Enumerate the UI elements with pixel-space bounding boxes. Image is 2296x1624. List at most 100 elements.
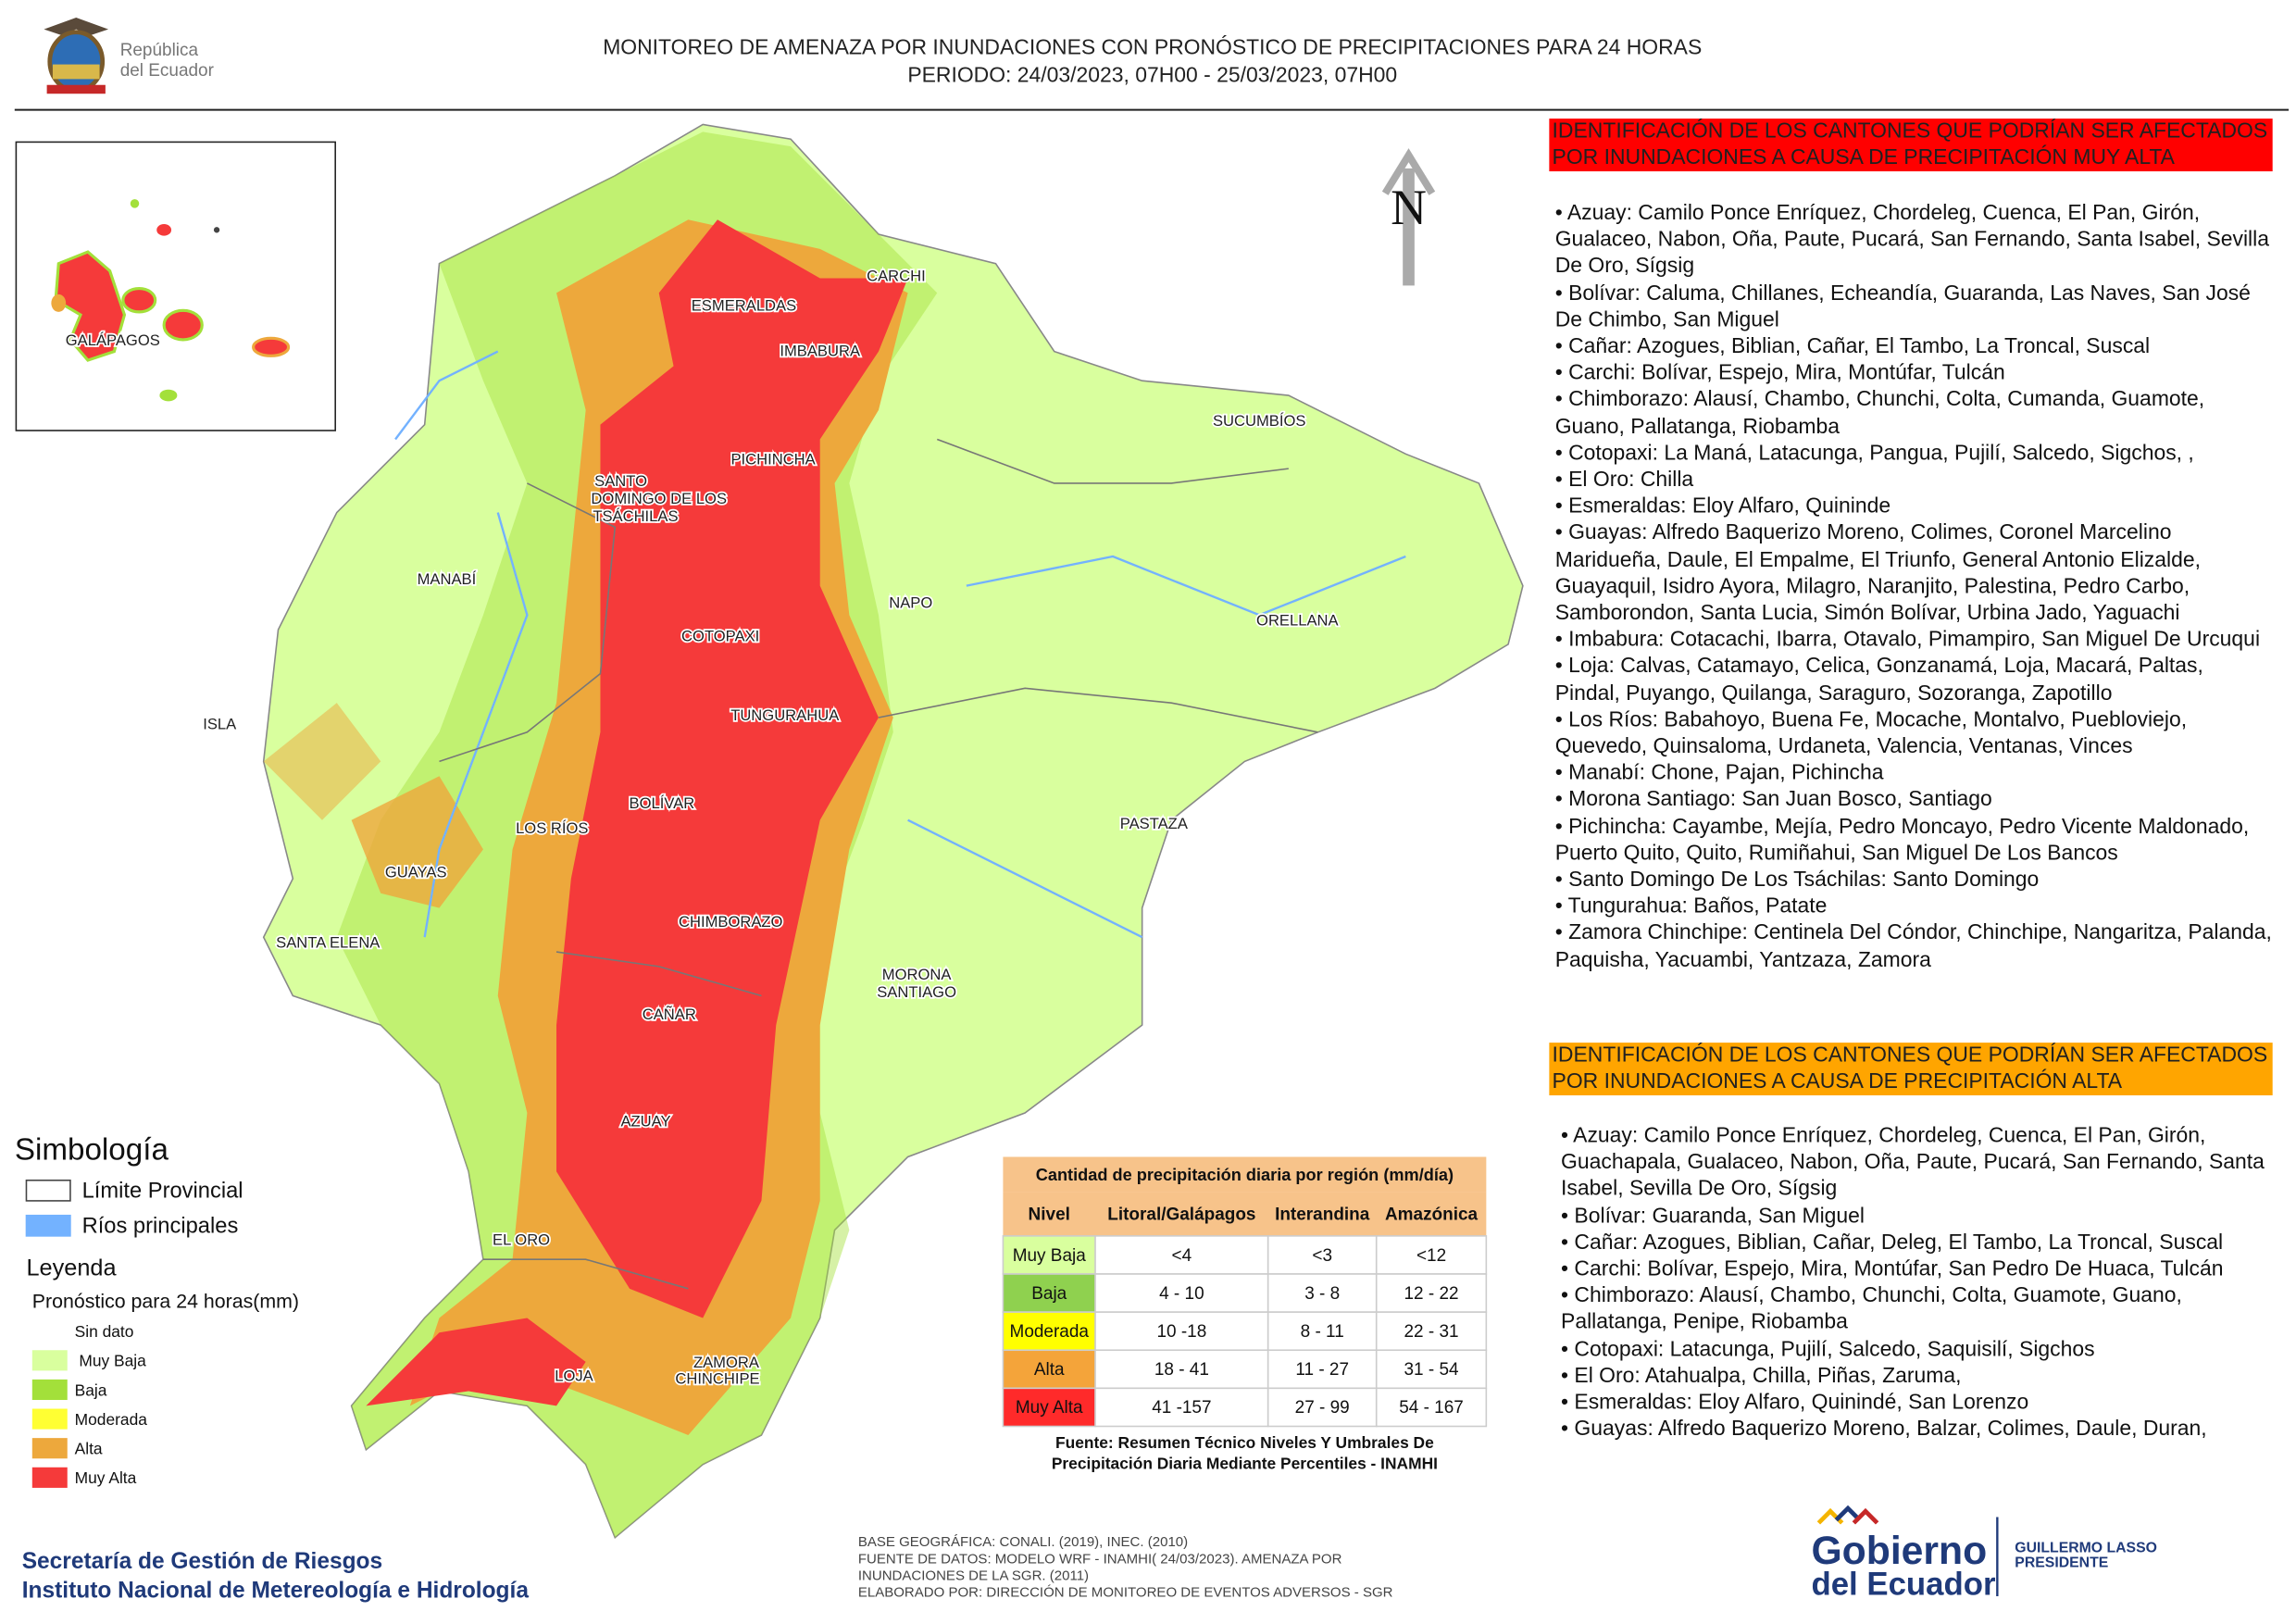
legend-class-label: Alta [75, 1440, 103, 1458]
province-label: SANTO [594, 472, 647, 490]
panel-item: • Chimborazo: Alausí, Chambo, Chunchi, C… [1561, 1284, 2182, 1335]
coat-of-arms [44, 17, 109, 94]
gov-logo [1816, 1505, 1999, 1596]
map-labels: CARCHI ESMERALDAS IMBABURA SUCUMBÍOS PICHINC… [64, 266, 1341, 1389]
footer-note: FUENTE DE DATOS: MODELO WRF - INAMHI( 24… [858, 1551, 1342, 1567]
table-cell-text: 11 - 27 [1295, 1360, 1349, 1380]
province-label: LOJA [555, 1367, 593, 1384]
precip-table: Cantidad de precipitación diaria por reg… [1002, 1156, 1488, 1428]
footer-notes: BASE GEOGRÁFICA: CONALI. (2019), INEC. (… [858, 1534, 1393, 1601]
panel-item: • Zamora Chinchipe: Centinela Del Cóndor… [1554, 921, 2272, 972]
table-cell-text: 41 -157 [1152, 1398, 1211, 1418]
president-text: PRESIDENTE [2015, 1555, 2108, 1570]
galapagos-islands [51, 199, 291, 402]
table-header: Nivel [1029, 1205, 1070, 1224]
legend-swatch [31, 1467, 68, 1488]
panel-item: • Chimborazo: Alausí, Chambo, Chunchi, C… [1554, 388, 2205, 439]
gov-logo-text: del Ecuador [1811, 1567, 1996, 1602]
panel-item: • Carchi: Bolívar, Espejo, Mira, Montúfa… [1561, 1257, 2224, 1281]
table-cell-text: Moderada [1010, 1322, 1090, 1342]
province-label: SUCUMBÍOS [1213, 412, 1306, 430]
table-cell-text: 18 - 41 [1154, 1360, 1209, 1380]
province-label: DOMINGO DE LOS [591, 490, 727, 507]
org-name: Secretaría de Gestión de Riesgos [22, 1549, 382, 1574]
province-label: CHINCHIPE [675, 1370, 759, 1388]
province-label: EL ORO [493, 1230, 550, 1248]
table-cell [1094, 1273, 1269, 1313]
table-header-bg [1003, 1192, 1487, 1236]
table-header: Litoral/Galápagos [1107, 1205, 1255, 1224]
table-cell-text: 31 - 54 [1404, 1360, 1459, 1380]
panel-item: • Morona Santiago: San Juan Bosco, Santi… [1554, 788, 1992, 812]
province-label: LOS RÍOS [516, 819, 588, 837]
table-cell [1267, 1235, 1378, 1275]
province-label: COTOPAXI [681, 628, 759, 645]
north-arrow [1381, 148, 1436, 286]
panel-item: • Guayas: Alfredo Baquerizo Moreno, Coli… [1554, 521, 2201, 626]
table-level-cell [1002, 1235, 1096, 1275]
province-label: BOLÍVAR [630, 794, 695, 812]
legend-class-label: Baja [75, 1380, 107, 1399]
legend-forecast: Pronóstico para 24 horas(mm) [32, 1290, 299, 1312]
panel-heading: IDENTIFICACIÓN DE LOS CANTONES QUE PODRÍ… [1549, 1043, 2273, 1096]
table-cell [1094, 1311, 1269, 1352]
table-header: Interandina [1275, 1205, 1370, 1224]
table-cell-text: 3 - 8 [1304, 1284, 1340, 1304]
panel-item: • Manabí: Chone, Pajan, Pichincha [1554, 761, 1884, 786]
table-cell-text: Muy Alta [1016, 1398, 1083, 1418]
panel-item: • Azuay: Camilo Ponce Enríquez, Chordele… [1561, 1124, 2265, 1202]
legend-symbol-label: Límite Provincial [82, 1180, 243, 1204]
table-cell-text: 22 - 31 [1404, 1322, 1459, 1342]
panel-item: • Pichincha: Cayambe, Mejía, Pedro Monca… [1554, 815, 2250, 866]
legend: Límite Provincial Ríos principales Sin dat… [25, 1180, 243, 1488]
panel-item: • Cotopaxi: La Maná, Latacunga, Pangua, … [1554, 442, 2194, 466]
footer-note: ELABORADO POR: DIRECCIÓN DE MONITOREO DE… [858, 1585, 1393, 1601]
legend-symbol [25, 1214, 71, 1237]
table-level-cell [1002, 1387, 1096, 1428]
panel-item: • Esmeraldas: Eloy Alfaro, Quinindé, San… [1561, 1391, 2029, 1415]
legend-class-label: Muy Alta [75, 1468, 137, 1487]
panel-item: • Cañar: Azogues, Biblian, Cañar, Deleg,… [1561, 1230, 2224, 1255]
province-label: MANABÍ [418, 570, 477, 588]
panel-item: • Los Ríos: Babahoyo, Buena Fe, Mocache,… [1554, 708, 2188, 759]
province-label: PICHINCHA [730, 450, 816, 468]
table-cell [1375, 1349, 1488, 1390]
legend-swatch [31, 1438, 68, 1459]
province-label: TSÁCHILAS [593, 507, 678, 525]
table-title: Cantidad de precipitación diaria por reg… [1036, 1166, 1454, 1184]
province-label: NAPO [889, 593, 932, 611]
legend-swatch [31, 1350, 68, 1371]
subtitle: PERIODO: 24/03/2023, 07H00 - 25/03/2023,… [907, 63, 1397, 87]
province-label: ISLA [203, 716, 237, 733]
province-label: GUAYAS [385, 863, 447, 881]
table-cell [1094, 1349, 1269, 1390]
table-cell [1094, 1387, 1269, 1428]
panel-item: • Cotopaxi: Latacunga, Pujilí, Salcedo, … [1561, 1337, 2095, 1362]
table-cell-text: 4 - 10 [1159, 1284, 1204, 1304]
panel-item: • Imbabura: Cotacachi, Ibarra, Otavalo, … [1554, 628, 2261, 653]
table-source: Precipitación Diaria Mediante Percentile… [1052, 1454, 1438, 1472]
footer-note: BASE GEOGRÁFICA: CONALI. (2019), INEC. (… [858, 1534, 1188, 1550]
table-title-bg [1003, 1156, 1487, 1193]
table-level-cell [1002, 1349, 1096, 1390]
footer-note: INUNDACIONES DE LA SGR. (2011) [858, 1568, 1089, 1584]
legend-class-label: Moderada [75, 1410, 148, 1429]
table-cell-text: 54 - 167 [1399, 1398, 1464, 1418]
table-source: Fuente: Resumen Técnico Niveles Y Umbral… [1055, 1433, 1434, 1452]
table-header: Amazónica [1385, 1205, 1479, 1224]
legend-swatch [31, 1379, 68, 1401]
panel-item: • Bolívar: Guaranda, San Miguel [1561, 1205, 1866, 1229]
gov-logo-text: Gobierno [1811, 1529, 1987, 1573]
legend-class-label: Sin dato [75, 1322, 134, 1341]
panel-list: • Azuay: Camilo Ponce Enríquez, Chordele… [1555, 201, 2273, 974]
province-label: PASTAZA [1120, 815, 1189, 832]
province-label: IMBABURA [780, 342, 861, 359]
province-label: SANTA ELENA [276, 933, 381, 951]
table-cell-text: 10 -18 [1156, 1322, 1206, 1342]
province-label: CHIMBORAZO [679, 913, 783, 931]
panel-item: • Tungurahua: Baños, Patate [1554, 894, 1828, 919]
province-label: TUNGURAHUA [730, 706, 840, 724]
